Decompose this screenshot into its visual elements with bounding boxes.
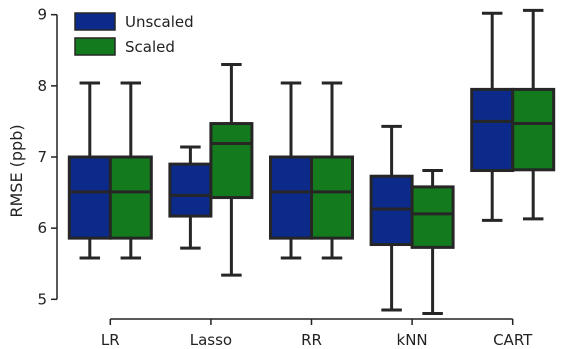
box-body	[209, 122, 254, 200]
box-unscaled-knn	[369, 124, 414, 312]
y-tick-label: 8	[37, 77, 47, 95]
x-tick-label: kNN	[397, 331, 428, 349]
box-body	[67, 155, 112, 240]
y-tick-label: 6	[37, 219, 47, 237]
y-tick-label: 9	[37, 6, 47, 24]
box-scaled-rr	[310, 81, 354, 260]
box-scaled-cart	[511, 8, 556, 221]
y-tick-label: 5	[37, 290, 47, 308]
legend-label-unscaled: Unscaled	[125, 13, 194, 31]
legend-swatch-scaled	[74, 37, 116, 56]
box-body	[108, 155, 153, 240]
box-scaled-knn	[410, 169, 455, 316]
box-body	[470, 87, 515, 173]
x-tick-label: Lasso	[190, 331, 232, 349]
box-body	[410, 185, 455, 249]
box-body	[168, 162, 213, 218]
y-ticks: 5 6 7 8 9	[37, 6, 57, 308]
boxes	[67, 8, 556, 316]
box-unscaled-lr	[67, 81, 112, 260]
y-tick-label: 7	[37, 148, 47, 166]
box-unscaled-rr	[269, 81, 313, 260]
box-scaled-lasso	[209, 62, 254, 277]
x-tick-label: RR	[301, 331, 322, 349]
legend-label-scaled: Scaled	[125, 38, 175, 56]
box-body	[310, 155, 354, 240]
box-unscaled-cart	[470, 11, 515, 222]
box-unscaled-lasso	[168, 145, 213, 250]
x-ticks: LR Lasso RR kNN CART	[101, 319, 533, 349]
y-axis-title: RMSE (ppb)	[7, 124, 26, 217]
box-body	[269, 155, 313, 240]
legend-swatch-unscaled	[74, 12, 116, 31]
box-scaled-lr	[108, 81, 153, 260]
x-tick-label: LR	[101, 331, 120, 349]
x-tick-label: CART	[493, 331, 533, 349]
box-body	[511, 87, 556, 172]
legend: Unscaled Scaled	[74, 12, 194, 56]
